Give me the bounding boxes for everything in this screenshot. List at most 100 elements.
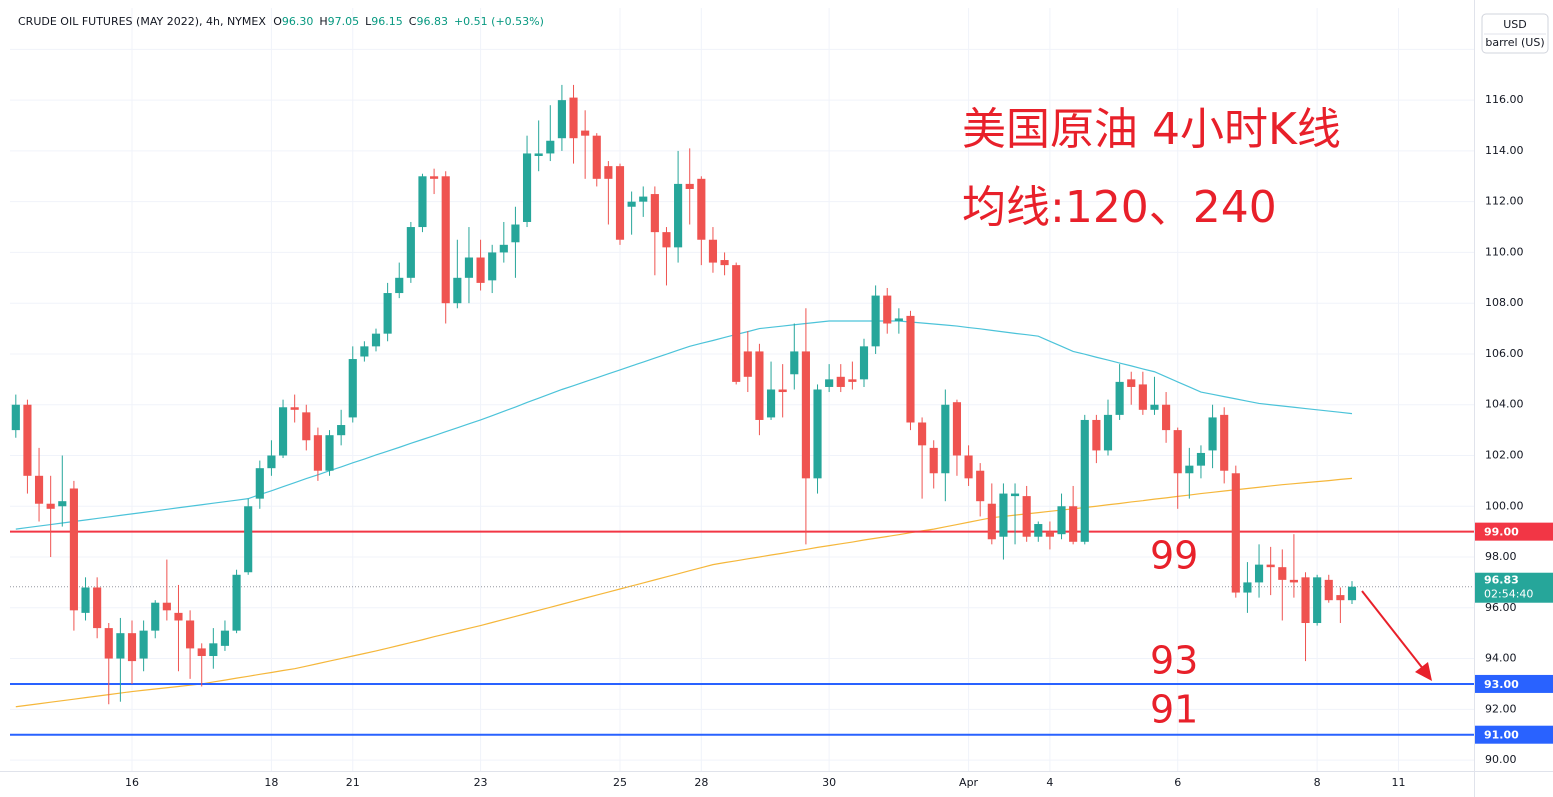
candle-body bbox=[197, 648, 206, 657]
y-tick-label: 106.00 bbox=[1485, 347, 1524, 360]
candle-body bbox=[232, 574, 241, 631]
candle-body bbox=[627, 201, 636, 207]
candle-body bbox=[1173, 430, 1182, 474]
ohlc-key: H bbox=[319, 15, 327, 28]
y-tick-label: 108.00 bbox=[1485, 296, 1524, 309]
y-tick-label: 116.00 bbox=[1485, 93, 1524, 106]
level-price-box bbox=[1475, 725, 1553, 744]
candle-body bbox=[755, 351, 764, 420]
symbol: CRUDE OIL FUTURES (MAY 2022), 4h, NYMEX bbox=[18, 15, 266, 28]
candle-body bbox=[534, 153, 543, 156]
ohlc-value: 96.83 bbox=[416, 15, 448, 28]
x-tick-label: 4 bbox=[1046, 776, 1053, 789]
candle-body bbox=[1034, 524, 1043, 537]
candle-body bbox=[1092, 419, 1101, 451]
candle-body bbox=[894, 318, 903, 321]
candle-body bbox=[1162, 404, 1171, 431]
candle-body bbox=[162, 602, 171, 611]
candle-body bbox=[1301, 577, 1310, 624]
candle-body bbox=[127, 633, 137, 662]
candle-body bbox=[395, 277, 404, 294]
candle-body bbox=[511, 224, 520, 243]
candle-body bbox=[1254, 564, 1264, 583]
arrow-head bbox=[1415, 662, 1432, 681]
candle-body bbox=[220, 630, 230, 646]
change: +0.51 (+0.53%) bbox=[454, 15, 544, 28]
arrow-shaft bbox=[1361, 590, 1425, 671]
candle-body bbox=[93, 587, 102, 629]
candle-body bbox=[929, 447, 938, 474]
x-tick-label: 23 bbox=[474, 776, 488, 789]
y-tick-label: 102.00 bbox=[1485, 448, 1524, 461]
y-tick-label: 100.00 bbox=[1485, 499, 1524, 512]
candle-body bbox=[557, 100, 566, 139]
candle-body bbox=[859, 346, 869, 380]
annotation-title: 美国原油 4小时K线 bbox=[962, 104, 1341, 155]
moving-average-line bbox=[15, 477, 1353, 708]
level-price-label: 93.00 bbox=[1484, 678, 1519, 691]
candle-body bbox=[1115, 381, 1124, 415]
candle-body bbox=[848, 379, 857, 382]
candle-body bbox=[976, 470, 985, 502]
level-annotation: 93 bbox=[1150, 639, 1198, 683]
candle-body bbox=[778, 389, 787, 393]
countdown-label: 02:54:40 bbox=[1484, 588, 1533, 601]
candle-body bbox=[766, 389, 776, 418]
candle-body bbox=[1138, 384, 1147, 410]
ohlc-value: 96.15 bbox=[371, 15, 403, 28]
candle-body bbox=[325, 435, 334, 471]
x-tick-label: 18 bbox=[264, 776, 278, 789]
arrow bbox=[1361, 590, 1432, 681]
candle-body bbox=[964, 455, 973, 479]
candle-body bbox=[1347, 586, 1357, 601]
candle-body bbox=[674, 183, 683, 248]
candle-body bbox=[825, 379, 834, 387]
x-tick-label: 21 bbox=[346, 776, 360, 789]
candle-body bbox=[104, 628, 113, 659]
unit[interactable]: barrel (US) bbox=[1485, 36, 1544, 49]
candle-body bbox=[1336, 595, 1345, 601]
candle-body bbox=[453, 277, 462, 304]
x-tick-label: 11 bbox=[1391, 776, 1405, 789]
candle-body bbox=[151, 602, 160, 631]
candle-body bbox=[650, 194, 659, 233]
candle-body bbox=[743, 351, 752, 377]
candle-body bbox=[662, 232, 671, 248]
y-tick-label: 90.00 bbox=[1485, 753, 1517, 766]
candle-body bbox=[790, 351, 799, 375]
candle-body bbox=[267, 455, 276, 469]
candle-body bbox=[1289, 579, 1298, 583]
candle-body bbox=[546, 140, 555, 154]
candle-body bbox=[46, 503, 55, 509]
level-annotation: 91 bbox=[1150, 688, 1198, 732]
candle-body bbox=[813, 389, 822, 479]
candle-body bbox=[592, 135, 601, 179]
x-tick-label: Apr bbox=[959, 776, 979, 789]
x-tick-label: 16 bbox=[125, 776, 139, 789]
candle-body bbox=[639, 196, 648, 202]
candle-body bbox=[685, 183, 694, 189]
plot-area bbox=[10, 84, 1474, 736]
candle-body bbox=[255, 468, 264, 499]
candle-body bbox=[464, 257, 474, 278]
currency[interactable]: USD bbox=[1503, 18, 1527, 31]
candle-body bbox=[1069, 506, 1078, 542]
y-tick-label: 98.00 bbox=[1485, 550, 1517, 563]
candle-body bbox=[941, 404, 950, 474]
x-tick-label: 25 bbox=[613, 776, 627, 789]
candle-body bbox=[581, 130, 590, 136]
legend-header: CRUDE OIL FUTURES (MAY 2022), 4h, NYMEX O… bbox=[18, 15, 544, 28]
y-tick-label: 112.00 bbox=[1485, 195, 1524, 208]
candle-body bbox=[337, 425, 346, 436]
annotation-subtitle: 均线:120、240 bbox=[962, 182, 1277, 233]
candle-body bbox=[1266, 564, 1275, 568]
candle-body bbox=[488, 252, 497, 281]
y-tick-label: 92.00 bbox=[1485, 702, 1517, 715]
candle-body bbox=[604, 166, 613, 179]
moving-average-line bbox=[15, 320, 1353, 530]
y-tick-label: 110.00 bbox=[1485, 245, 1524, 258]
candle-body bbox=[383, 293, 392, 334]
candle-body bbox=[906, 315, 915, 423]
candle-body bbox=[174, 612, 183, 621]
candle-body bbox=[186, 620, 195, 649]
